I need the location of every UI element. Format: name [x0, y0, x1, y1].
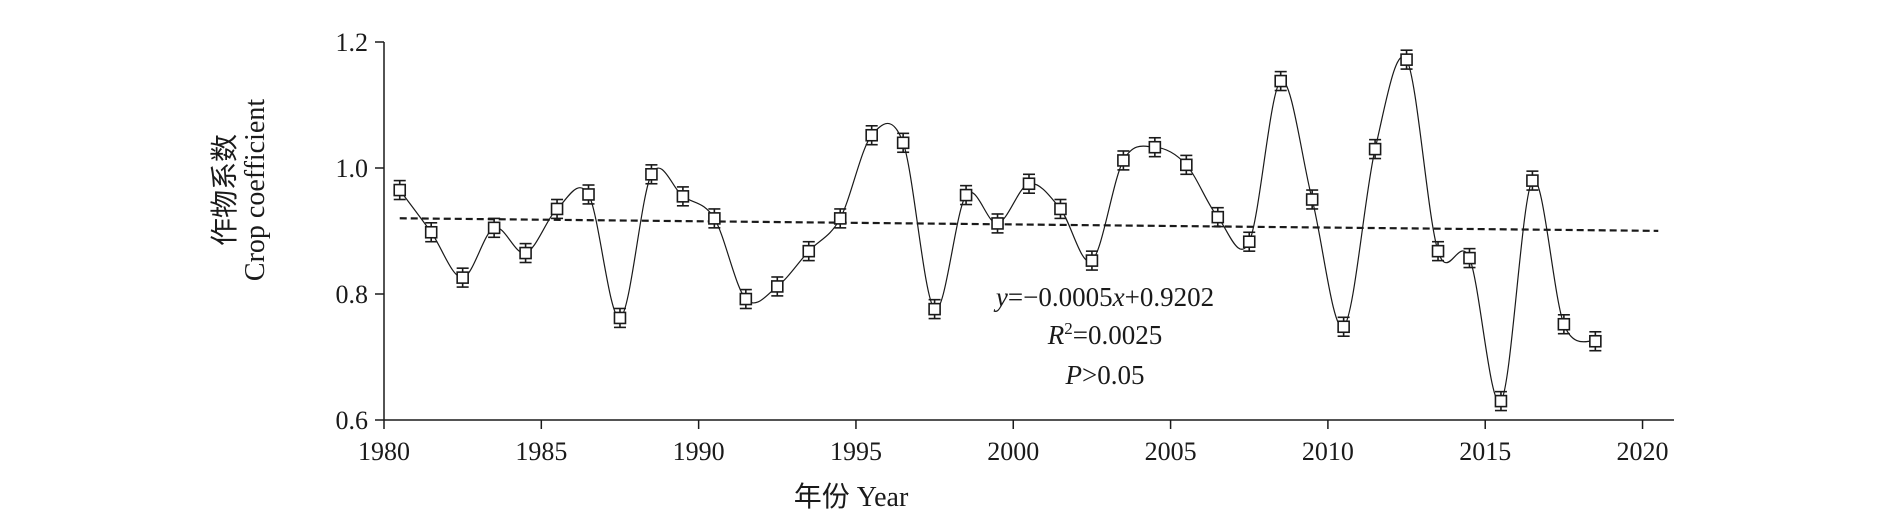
- data-point: [833, 212, 847, 225]
- y-tick-label: 0.6: [336, 406, 369, 435]
- data-point: [1305, 193, 1319, 206]
- equation-label: y=−0.0005x+0.9202: [993, 282, 1214, 312]
- y-tick-label: 1.0: [336, 154, 369, 183]
- regression-annotations: y=−0.0005x+0.9202 R2=0.0025 P>0.05: [993, 282, 1214, 390]
- y-tick-label: 1.2: [336, 28, 369, 57]
- data-point: [393, 183, 407, 197]
- data-point: [1211, 210, 1225, 224]
- data-point: [613, 311, 627, 325]
- y-tick-label: 0.8: [336, 280, 369, 309]
- data-point: [456, 271, 469, 284]
- y-ticks: 0.6 0.8 1.0 1.2: [336, 28, 384, 435]
- data-point: [1117, 154, 1130, 167]
- axes: 0.6 0.8 1.0 1.2 1980 1985 1990 1995 2000 2005 201…: [336, 28, 1674, 466]
- x-tick-label: 2020: [1617, 437, 1669, 466]
- x-tick-label: 1990: [673, 437, 725, 466]
- data-point: [1148, 140, 1162, 154]
- x-tick-label: 1985: [515, 437, 567, 466]
- data-point: [1400, 53, 1413, 66]
- data-point: [1054, 202, 1067, 216]
- markers: [393, 53, 1602, 408]
- data-point: [550, 202, 564, 216]
- data-point: [928, 302, 941, 316]
- data-point: [1463, 251, 1476, 265]
- data-point: [1431, 244, 1445, 258]
- x-tick-label: 2015: [1459, 437, 1511, 466]
- data-point: [582, 188, 595, 201]
- data-point: [1180, 158, 1193, 172]
- data-point: [676, 190, 690, 203]
- data-point: [1337, 320, 1350, 334]
- y-axis-title-en: Crop coefficient: [240, 99, 271, 281]
- data-point: [770, 280, 784, 293]
- data-point: [519, 246, 532, 260]
- data-point: [1085, 254, 1099, 267]
- data-point: [708, 212, 721, 225]
- x-tick-label: 2010: [1302, 437, 1354, 466]
- data-point: [802, 244, 816, 258]
- x-ticks: 1980 1985 1990 1995 2000 2005 2010 2015 2020: [358, 420, 1669, 466]
- data-point: [1368, 142, 1382, 156]
- y-axis-title: 作物系数 Crop coefficient: [209, 99, 271, 281]
- y-axis-title-cn: 作物系数: [209, 134, 241, 246]
- data-point: [645, 168, 658, 181]
- trendline: [399, 217, 1659, 232]
- data-point: [959, 188, 973, 202]
- x-tick-label: 2000: [987, 437, 1039, 466]
- x-tick-label: 1995: [830, 437, 882, 466]
- data-point: [424, 225, 438, 239]
- data-point: [1274, 74, 1288, 88]
- x-axis-title: 年份 Year: [794, 481, 909, 513]
- r-squared-label: R2=0.0025: [1047, 319, 1162, 350]
- data-point: [1557, 317, 1571, 331]
- data-point: [487, 221, 501, 235]
- data-point: [1526, 174, 1539, 187]
- x-tick-label: 2005: [1145, 437, 1197, 466]
- data-point: [865, 128, 878, 142]
- data-point: [896, 136, 910, 150]
- data-point: [991, 217, 1004, 230]
- data-point: [739, 292, 753, 306]
- data-point: [1242, 235, 1256, 249]
- data-point: [1494, 394, 1508, 408]
- data-point: [1589, 334, 1602, 348]
- error-bars: [393, 49, 1602, 412]
- x-tick-label: 1980: [358, 437, 410, 466]
- data-point: [1022, 177, 1036, 191]
- p-value-label: P>0.05: [1065, 360, 1145, 390]
